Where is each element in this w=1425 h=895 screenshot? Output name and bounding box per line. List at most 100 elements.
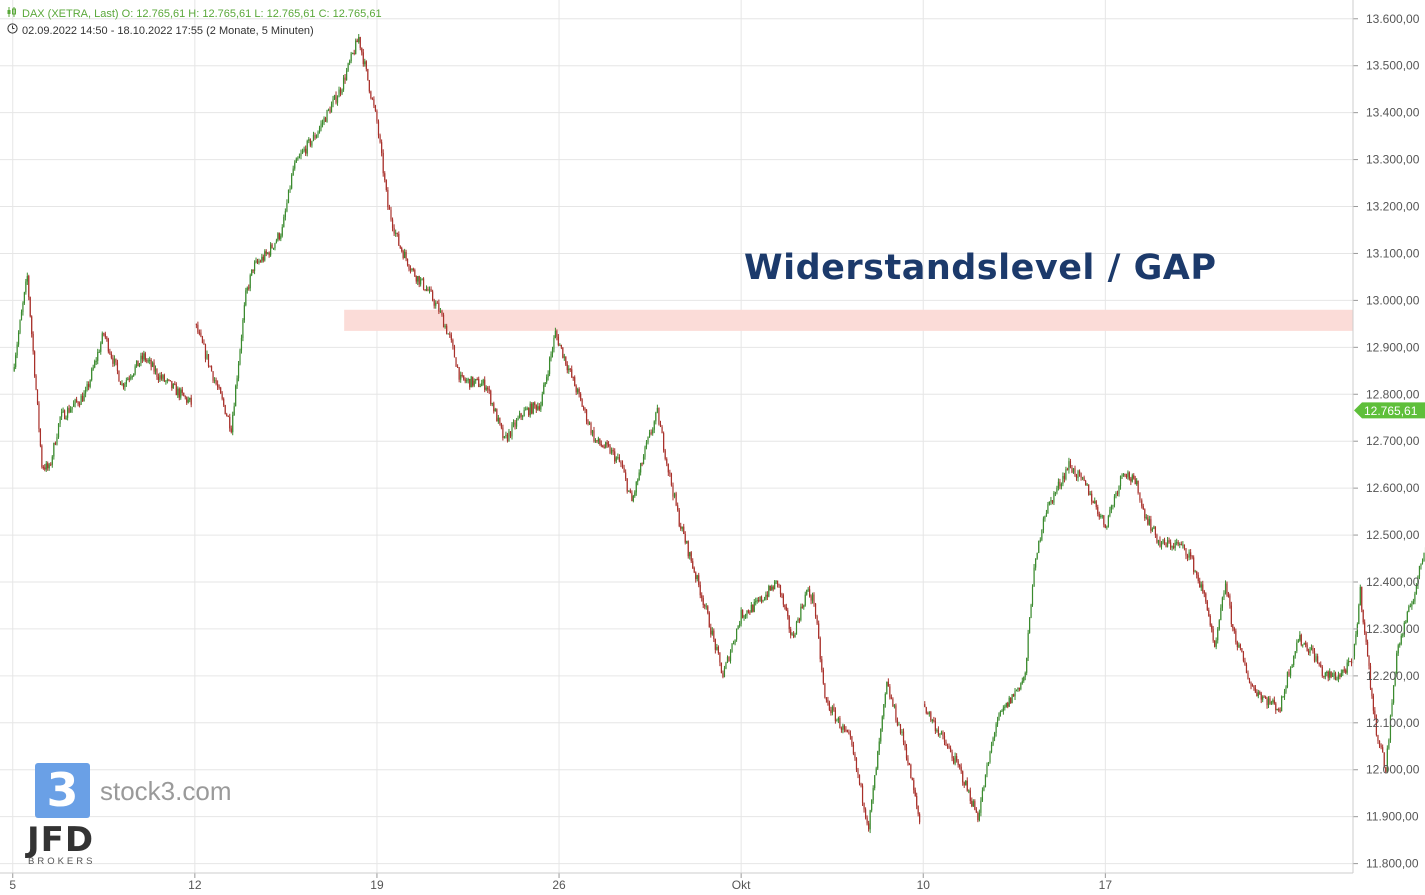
candle-body (698, 575, 700, 585)
candle-body (725, 662, 727, 669)
candle-body (983, 786, 985, 791)
candle-body (1007, 702, 1009, 707)
y-tick-label: 13.200,00 (1366, 200, 1420, 214)
candle-body (854, 753, 856, 759)
candle-body (975, 809, 977, 813)
candle-body (605, 442, 607, 448)
candle-body (1327, 671, 1329, 678)
candle-body (1071, 467, 1073, 473)
candle-body (439, 311, 442, 313)
candle-body (686, 541, 688, 543)
candle-body (572, 377, 574, 379)
candle-body (75, 399, 78, 402)
candle-body (578, 389, 580, 394)
candle-body (166, 379, 168, 381)
candle-body (460, 374, 462, 380)
candle-body (59, 416, 61, 424)
candle-body (395, 232, 397, 234)
candle-body (946, 745, 949, 747)
candle-body (543, 385, 545, 395)
candle-body (878, 741, 880, 752)
candle-body (652, 429, 654, 434)
candle-body (491, 403, 493, 405)
candlestick-series (13, 34, 1425, 834)
candle-body (824, 683, 826, 698)
candle-body (989, 751, 991, 763)
candle-body (1072, 468, 1075, 473)
candle-body (512, 422, 515, 425)
candle-body (373, 99, 375, 106)
candle-body (1337, 674, 1340, 679)
candle-body (1011, 694, 1013, 704)
candle-body (768, 585, 770, 597)
candle-body (415, 276, 417, 282)
candle-body (385, 179, 387, 191)
candle-body (1134, 478, 1136, 485)
candle-body (339, 89, 342, 94)
candle-body (496, 409, 498, 422)
candle-body (482, 379, 484, 384)
candle-body (538, 406, 540, 410)
candle-body (1048, 501, 1051, 505)
candle-body (377, 121, 380, 136)
x-tick-label: Okt (732, 878, 751, 892)
candle-body (130, 377, 132, 379)
candle-body (719, 653, 721, 663)
candle-body (456, 366, 459, 368)
candle-body (1408, 606, 1410, 612)
candle-body (1297, 640, 1299, 643)
candle-body (1056, 487, 1058, 493)
candle-body (463, 375, 465, 380)
candle-body (1399, 643, 1401, 646)
candle-body (606, 442, 608, 445)
candle-body (904, 741, 906, 748)
candle-body (661, 426, 663, 434)
candle-body (201, 336, 204, 343)
candle-body (352, 52, 354, 54)
candle-body (609, 445, 611, 454)
candle-body (1303, 643, 1305, 645)
candle-body (345, 70, 348, 81)
candle-body (509, 431, 512, 437)
candle-body (1221, 597, 1224, 608)
candle-body (338, 89, 340, 98)
candle-body (798, 619, 801, 621)
candle-body (1388, 739, 1390, 749)
candle-body (218, 387, 220, 389)
x-tick-label: 19 (370, 878, 384, 892)
candle-body (933, 719, 935, 721)
candle-body (687, 541, 689, 557)
candle-body (1317, 656, 1319, 664)
candle-body (264, 251, 266, 261)
candle-body (1269, 698, 1271, 704)
candle-body (884, 693, 886, 705)
candle-body (162, 375, 164, 379)
candle-body (1359, 587, 1361, 606)
candle-body (843, 725, 846, 730)
candle-body (44, 467, 46, 470)
candle-body (365, 61, 367, 69)
candle-body (171, 380, 173, 389)
candle-body (1078, 471, 1081, 474)
candle-body (890, 697, 892, 699)
candle-body (370, 91, 372, 99)
candle-body (765, 594, 767, 600)
candle-body (332, 99, 334, 105)
candle-body (872, 788, 874, 801)
candle-body (1208, 610, 1210, 616)
candle-body (116, 362, 119, 371)
candle-body (1101, 515, 1103, 517)
candle-body (1385, 767, 1387, 772)
candle-body (280, 235, 282, 239)
candle-body (353, 52, 355, 55)
candle-body (22, 303, 24, 313)
candle-body (1080, 473, 1082, 478)
candle-body (1383, 752, 1385, 768)
candle-body (1030, 604, 1032, 618)
candle-body (1147, 517, 1149, 525)
candle-body (355, 40, 357, 55)
candle-body (1389, 716, 1392, 740)
candle-body (956, 756, 958, 761)
candle-body (930, 712, 932, 721)
